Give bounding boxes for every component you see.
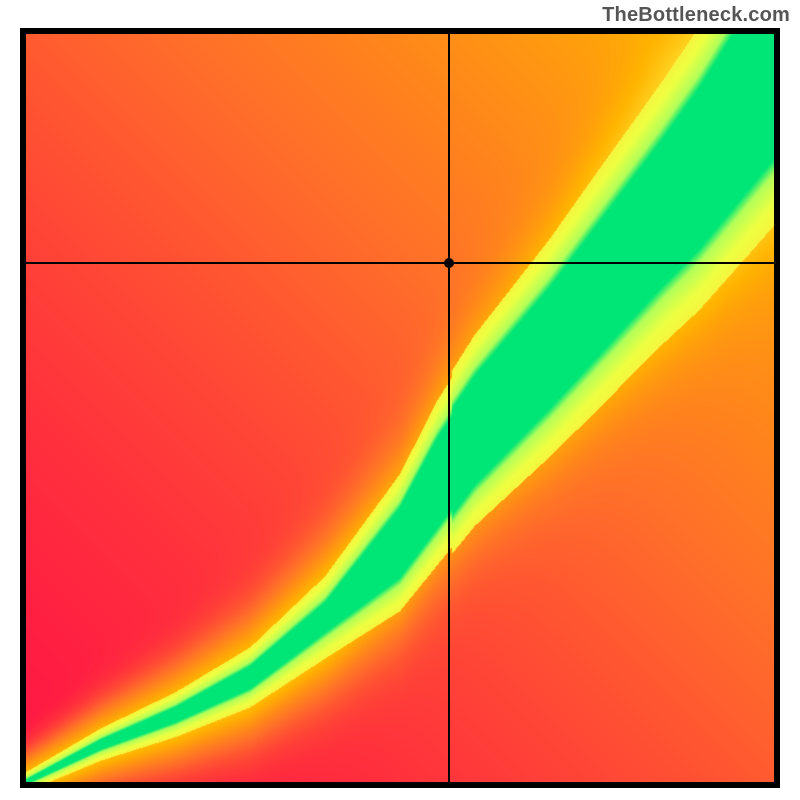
crosshair-vertical-line — [448, 34, 450, 782]
selection-point-marker — [444, 258, 454, 268]
chart-frame — [20, 28, 780, 788]
attribution-text: TheBottleneck.com — [602, 4, 790, 27]
chart-container: TheBottleneck.com — [0, 0, 800, 800]
crosshair-horizontal-line — [26, 262, 774, 264]
bottleneck-heatmap — [26, 34, 774, 782]
